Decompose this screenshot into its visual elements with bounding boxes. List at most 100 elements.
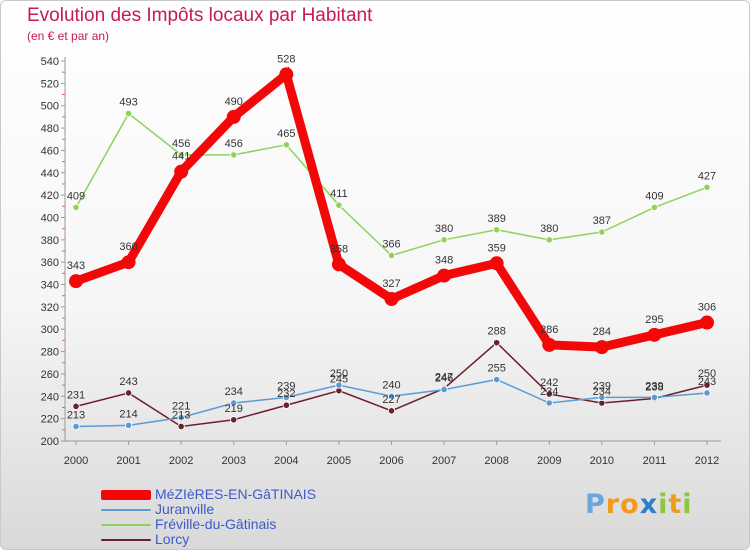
data-label: 234	[225, 386, 243, 398]
data-point	[279, 67, 294, 82]
chart-point-labels: 409 493 456 456 465 411 366 380 389 380 387 409 427 2…	[67, 53, 716, 421]
data-label: 409	[645, 190, 663, 202]
data-label: 288	[487, 326, 505, 338]
data-point	[121, 255, 136, 270]
data-label: 348	[435, 255, 453, 267]
data-point	[387, 251, 396, 260]
data-point	[226, 109, 241, 124]
legend-swatch	[101, 539, 151, 541]
data-point	[387, 392, 396, 400]
data-point	[493, 339, 501, 347]
data-label: 221	[172, 401, 190, 413]
chart-subtitle: (en € et par an)	[27, 29, 110, 43]
logo-letter: x	[639, 489, 659, 520]
legend-label: MéZIèRES-EN-GâTINAIS	[155, 486, 317, 502]
y-tick-label: 400	[41, 212, 59, 224]
y-tick-label: 280	[41, 347, 59, 359]
data-label: 441	[172, 151, 190, 163]
data-point	[69, 274, 83, 289]
data-point	[594, 340, 609, 355]
y-tick-label: 240	[41, 391, 59, 403]
data-point	[124, 389, 133, 397]
data-point	[335, 381, 343, 389]
data-point	[545, 399, 553, 407]
data-label: 284	[593, 326, 611, 338]
x-tick-label: 2008	[484, 455, 508, 467]
data-point	[647, 327, 662, 342]
data-label: 234	[540, 386, 558, 398]
y-tick-label: 420	[41, 190, 59, 202]
x-tick-label: 2003	[222, 455, 246, 467]
legend-label: Lorcy	[155, 531, 190, 547]
data-label: 360	[119, 241, 137, 253]
legend-swatch	[101, 490, 151, 500]
data-label: 366	[382, 238, 400, 250]
data-point	[493, 375, 501, 384]
data-label: 213	[67, 409, 85, 421]
x-tick-label: 2009	[537, 455, 561, 467]
data-label: 238	[645, 382, 663, 394]
data-point	[440, 385, 448, 394]
data-label: 456	[225, 138, 243, 150]
data-point	[703, 183, 711, 191]
data-point	[440, 236, 448, 244]
data-label: 343	[67, 260, 85, 272]
data-label: 219	[225, 403, 243, 415]
data-point	[230, 416, 238, 424]
x-tick-label: 2002	[169, 455, 193, 467]
data-label: 234	[593, 386, 611, 398]
chart-series	[69, 66, 714, 431]
data-label: 465	[277, 128, 295, 140]
data-label: 528	[277, 53, 295, 65]
x-tick-label: 2007	[432, 455, 456, 467]
data-label: 245	[330, 374, 348, 386]
data-label: 359	[487, 242, 505, 254]
data-label: 246	[435, 373, 453, 385]
data-point	[387, 407, 396, 415]
data-label: 493	[119, 97, 137, 109]
y-tick-label: 380	[41, 235, 59, 247]
data-label: 231	[67, 389, 85, 401]
series-line	[71, 66, 712, 352]
x-tick-label: 2011	[643, 455, 667, 467]
logo-letter: P	[585, 489, 606, 520]
x-tick-label: 2000	[64, 455, 88, 467]
data-point	[177, 422, 185, 431]
data-label: 239	[645, 380, 663, 392]
data-point	[489, 256, 504, 271]
logo-letter: i	[658, 489, 669, 520]
data-point	[282, 401, 290, 409]
data-point	[174, 164, 189, 179]
data-point	[331, 257, 346, 272]
x-tick-label: 2001	[116, 455, 140, 467]
data-point	[230, 399, 238, 407]
data-point	[384, 292, 399, 307]
data-point	[700, 315, 714, 330]
data-label: 358	[330, 243, 348, 255]
y-tick-label: 520	[41, 78, 59, 90]
data-label: 214	[119, 408, 137, 420]
logo-letter: o	[620, 489, 640, 520]
data-point	[72, 402, 80, 410]
data-label: 295	[645, 314, 663, 326]
data-point	[545, 236, 553, 244]
data-point	[703, 389, 711, 397]
x-tick-label: 2005	[327, 455, 351, 467]
data-point	[703, 381, 711, 389]
data-point	[437, 268, 452, 283]
data-label: 380	[435, 223, 453, 235]
y-tick-label: 360	[41, 257, 59, 269]
data-point	[282, 393, 290, 402]
y-tick-label: 220	[41, 414, 59, 426]
data-label: 213	[172, 409, 190, 421]
data-label: 255	[487, 363, 505, 375]
data-point	[542, 337, 557, 352]
logo-letter: t	[668, 489, 683, 520]
legend-swatch	[101, 524, 151, 526]
data-point	[545, 390, 553, 398]
y-tick-label: 260	[41, 369, 59, 381]
data-point	[650, 203, 659, 212]
data-label: 242	[540, 377, 558, 389]
